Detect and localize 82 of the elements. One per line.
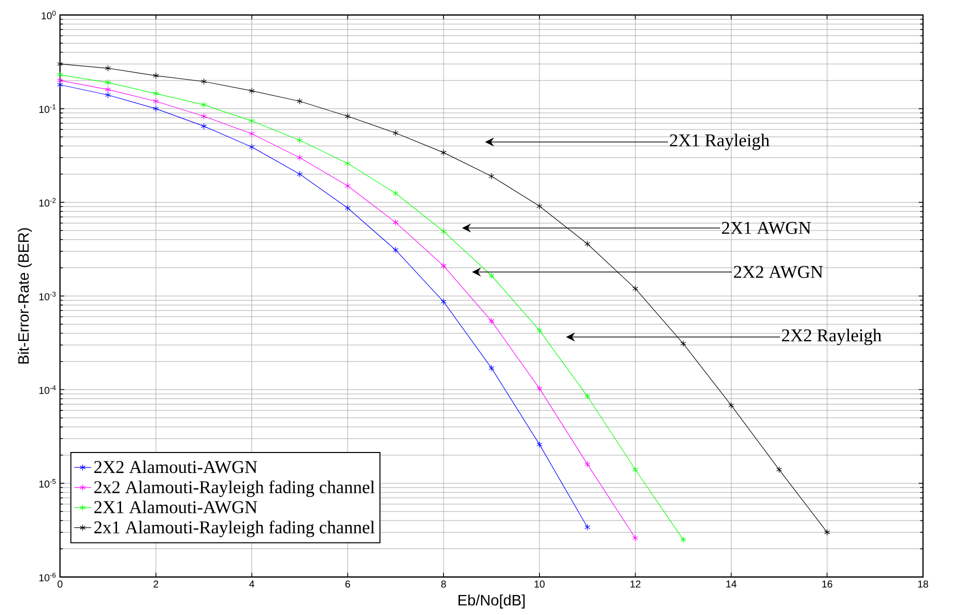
- y-tick-label: 10$^{-1}$: [39, 104, 56, 113]
- annotation: 2X1 AWGN: [722, 222, 811, 234]
- point: [488, 318, 494, 324]
- point: [536, 327, 542, 334]
- point: [440, 262, 446, 270]
- y-tick-label: 10$^{-2}$: [39, 198, 56, 207]
- point: [824, 529, 830, 536]
- y-tick-label: 10$^{-5}$: [39, 479, 56, 488]
- y-tick-label: 10$^{-3}$: [39, 292, 56, 300]
- point: [296, 136, 303, 144]
- annotation: 2X2 Rayleigh: [782, 328, 882, 346]
- point: [57, 81, 63, 88]
- point: [584, 392, 590, 400]
- point: [440, 228, 446, 235]
- point: [200, 112, 207, 120]
- legend-label: 2X1 Alamouti-AWGN: [94, 500, 258, 514]
- point: [153, 90, 159, 97]
- legend-label: 2x1 Alamouti-Rayleigh fading channel: [94, 520, 375, 538]
- x-tick-label: 12: [630, 580, 640, 588]
- point: [392, 130, 399, 136]
- point: [200, 122, 207, 130]
- point: [344, 204, 351, 212]
- point: [584, 240, 590, 248]
- x-tick-label: 6: [345, 580, 350, 588]
- y-axis-title: Bit-Error-Rate (BER): [18, 228, 32, 364]
- point: [488, 272, 494, 279]
- y-tick-label: 10$^{-6}$: [39, 572, 56, 582]
- point: [344, 112, 351, 120]
- legend-label: 2x2 Alamouti-Rayleigh fading channel: [94, 480, 375, 497]
- point: [536, 441, 542, 448]
- x-tick-label: 10: [534, 580, 545, 588]
- point: [728, 402, 734, 409]
- point: [200, 101, 207, 108]
- y-tick-label: 10$^{0}$: [42, 10, 56, 20]
- point: [488, 364, 494, 372]
- point: [536, 385, 542, 392]
- x-tick-label: 2: [154, 580, 158, 588]
- point: [57, 77, 63, 84]
- y-tick-label: 10$^{-4}$: [39, 385, 56, 394]
- point: [632, 534, 638, 542]
- point: [344, 160, 351, 167]
- point: [632, 285, 638, 292]
- x-tick-label: 0: [58, 580, 62, 588]
- point: [153, 98, 159, 105]
- point: [392, 246, 399, 254]
- point: [680, 340, 686, 347]
- point: [440, 298, 446, 305]
- point: [296, 170, 303, 178]
- x-tick-label: 8: [441, 580, 446, 588]
- point: [776, 466, 782, 473]
- point: [153, 72, 159, 79]
- point: [105, 79, 111, 86]
- point: [105, 86, 111, 93]
- point: [392, 219, 399, 226]
- point: [680, 536, 686, 544]
- x-axis-title: Eb/No[dB]: [458, 594, 525, 608]
- point: [200, 78, 207, 85]
- x-tick-label: 14: [726, 580, 736, 588]
- point: [392, 190, 399, 197]
- point: [632, 466, 638, 473]
- x-tick-label: 4: [249, 580, 254, 588]
- point: [248, 144, 255, 150]
- point: [248, 118, 255, 124]
- point: [105, 64, 111, 72]
- x-tick-label: 18: [918, 580, 928, 588]
- point: [344, 182, 351, 190]
- point: [248, 130, 255, 138]
- point: [584, 524, 590, 531]
- annotation: 2X1 Rayleigh: [670, 134, 770, 150]
- point: [296, 154, 303, 161]
- legend-label: 2X2 Alamouti-AWGN: [94, 460, 258, 474]
- point: [153, 105, 159, 112]
- point: [57, 71, 63, 78]
- point: [440, 149, 446, 156]
- x-tick-label: 16: [822, 580, 832, 588]
- point: [584, 460, 590, 468]
- annotation: 2X2 AWGN: [734, 266, 823, 278]
- point: [296, 98, 303, 105]
- point: [536, 202, 542, 210]
- point: [248, 88, 255, 94]
- point: [105, 92, 111, 98]
- point: [488, 172, 494, 180]
